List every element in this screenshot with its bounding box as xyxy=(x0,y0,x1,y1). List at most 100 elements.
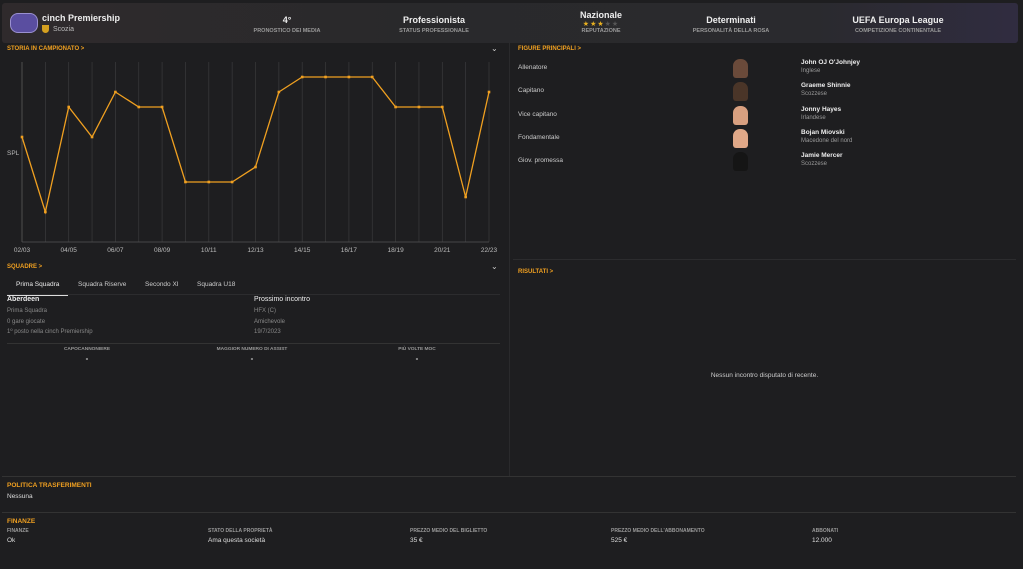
stat-value: Determinati xyxy=(706,15,756,25)
data-point xyxy=(90,135,94,139)
league-history-link[interactable]: STORIA IN CAMPIONATO > xyxy=(7,46,85,52)
data-point xyxy=(184,180,187,184)
data-point xyxy=(300,75,304,79)
person-name[interactable]: Jonny Hayes xyxy=(801,105,842,113)
data-point xyxy=(67,105,70,109)
figure-role: Capitano xyxy=(518,87,545,95)
x-tick-label: 08/09 xyxy=(154,247,171,254)
data-point xyxy=(44,210,47,214)
data-point xyxy=(370,75,374,79)
figure-role: Vice capitano xyxy=(518,110,557,118)
data-point xyxy=(230,180,234,184)
person-name[interactable]: Graeme Shinnie xyxy=(801,82,851,90)
most-assists-value: - xyxy=(250,354,254,363)
x-tick-label: 12/13 xyxy=(247,247,264,254)
finance-value: Ok xyxy=(7,537,16,544)
divider xyxy=(2,476,1016,477)
tab-first-team[interactable]: Prima Squadra xyxy=(7,281,69,296)
chevron-down-icon[interactable]: ⌄ xyxy=(491,44,498,53)
competition-name[interactable]: cinch Premiership xyxy=(42,13,121,23)
stat-value: 4° xyxy=(282,15,292,25)
finance-value: 525 € xyxy=(611,537,628,544)
next-match-opponent[interactable]: HFX (C) xyxy=(254,308,276,314)
team-line: 0 gare giocate xyxy=(7,319,46,325)
finance-label: Finanze xyxy=(7,528,29,534)
next-match-type: Amichevole xyxy=(254,319,286,325)
data-point xyxy=(207,180,211,184)
person-nationality: Macedone del nord xyxy=(801,137,853,144)
continental-competition: UEFA Europa League Competizione continent… xyxy=(818,15,978,34)
results-link[interactable]: RISULTATI > xyxy=(518,269,554,275)
finances-title: FINANZE xyxy=(7,518,36,525)
stat-label: Competizione continentale xyxy=(854,28,942,34)
top-scorer-value: - xyxy=(85,354,89,363)
tab-reserves[interactable]: Squadra Riserve xyxy=(78,281,127,288)
data-point xyxy=(114,90,117,94)
stat-label: Personalità della rosa xyxy=(692,28,770,34)
transfer-policy-title: POLITICA TRASFERIMENTI xyxy=(7,482,92,489)
finance-label: Stato della proprietà xyxy=(208,528,273,534)
x-tick-label: 04/05 xyxy=(61,247,78,254)
divider xyxy=(513,259,1016,260)
tab-u18[interactable]: Squadra U18 xyxy=(197,281,236,288)
finance-value: 12.000 xyxy=(812,537,832,544)
stat-value: UEFA Europa League xyxy=(852,15,944,25)
person-name[interactable]: Bojan Miovski xyxy=(801,128,845,136)
finance-label: Prezzo medio dell'abbonamento xyxy=(611,528,705,534)
next-match-date: 19/7/2023 xyxy=(254,329,281,335)
country-label: Scozia xyxy=(53,25,75,33)
column-divider xyxy=(509,42,510,476)
data-point xyxy=(137,105,141,109)
person-name[interactable]: Jamie Mercer xyxy=(801,152,843,160)
person-nationality: Inglese xyxy=(801,68,821,74)
tab-second-xi[interactable]: Secondo XI xyxy=(145,281,179,288)
chevron-down-icon[interactable]: ⌄ xyxy=(491,262,498,271)
squad-personality: Determinati Personalità della rosa xyxy=(651,15,811,34)
x-tick-label: 20/21 xyxy=(434,247,451,254)
person-avatar[interactable] xyxy=(733,82,748,102)
finance-value: 35 € xyxy=(410,537,423,544)
x-tick-label: 22/23 xyxy=(481,247,498,254)
x-tick-label: 16/17 xyxy=(341,247,358,254)
x-tick-label: 10/11 xyxy=(201,247,217,254)
key-figures-link[interactable]: FIGURE PRINCIPALI > xyxy=(518,46,582,52)
x-tick-label: 14/15 xyxy=(294,247,311,254)
data-point xyxy=(441,105,444,109)
y-axis-label: SPL xyxy=(7,150,20,157)
finance-value: Ama questa società xyxy=(208,537,266,544)
top-scorer-label: Capocannoniere xyxy=(63,347,111,352)
person-nationality: Irlandese xyxy=(801,114,826,121)
next-match-title: Prossimo incontro xyxy=(254,296,311,303)
team-line: 1º posto nella cinch Premiership xyxy=(7,329,93,335)
stat-label: Reputazione xyxy=(581,28,621,34)
divider xyxy=(7,343,500,344)
most-motm-label: Più volte MOC xyxy=(398,347,436,352)
finance-label: Prezzo medio del biglietto xyxy=(410,528,488,534)
data-point xyxy=(160,105,164,109)
person-avatar[interactable] xyxy=(733,105,748,125)
data-point xyxy=(464,195,467,199)
person-avatar[interactable] xyxy=(733,59,748,78)
person-avatar[interactable] xyxy=(733,152,748,172)
divider xyxy=(7,294,500,295)
stat-label: Status professionale xyxy=(399,28,469,34)
person-avatar[interactable] xyxy=(733,128,748,148)
competition-country[interactable]: Scozia xyxy=(42,25,74,33)
club-header: cinch Premiership Scozia 4° Pronostico de… xyxy=(2,3,1018,43)
divider xyxy=(2,512,1016,513)
squads-link[interactable]: SQUADRE > xyxy=(7,264,43,270)
person-name[interactable]: John OJ O'Johnjey xyxy=(801,59,860,66)
person-nationality: Scozzese xyxy=(801,161,828,168)
most-assists-label: Maggior numero di assist xyxy=(216,347,288,352)
star-rating: ★★★★★ xyxy=(582,21,620,28)
x-tick-label: 06/07 xyxy=(107,247,124,254)
team-name[interactable]: Aberdeen xyxy=(7,296,40,303)
data-point xyxy=(394,105,397,109)
finance-label: Abbonati xyxy=(812,528,839,534)
stat-label: Pronostico dei media xyxy=(253,28,321,34)
competition-logo xyxy=(10,13,38,33)
x-tick-label: 02/03 xyxy=(14,247,31,254)
no-results-message: Nessun incontro disputato di recente. xyxy=(710,372,819,379)
figure-role: Allenatore xyxy=(518,64,548,71)
data-point xyxy=(277,90,281,94)
